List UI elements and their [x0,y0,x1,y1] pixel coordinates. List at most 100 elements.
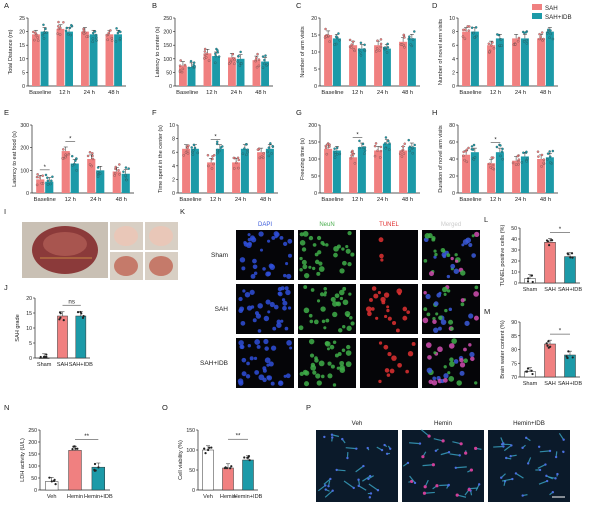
data-point [488,51,490,53]
cell-nucleus [435,450,437,452]
data-point [546,239,548,241]
cell-nucleus [362,465,364,467]
cell-nucleus [252,259,257,264]
cell-nucleus [343,299,349,305]
cell-nucleus [253,318,257,322]
panel-letter-E: E [4,108,9,117]
y-axis-label: Freezing time (s) [300,138,306,180]
data-point [47,183,49,185]
cell-nucleus [337,367,340,370]
y-tick-label: 100 [163,57,172,63]
cell-nucleus [379,254,384,259]
bar [76,316,86,358]
data-point [46,177,48,179]
x-tick-label: 24 h [515,197,526,203]
y-tick-label: 4 [172,164,175,170]
y-tick-label: 75 [511,361,517,367]
data-point [492,164,494,166]
data-point [217,51,219,53]
cell-nucleus [423,318,429,324]
y-tick-label: 0 [172,191,175,197]
data-point [214,53,216,55]
cell-nucleus [444,309,447,312]
data-point [203,57,205,59]
cell-nucleus [264,346,268,350]
y-axis-label: Number of arm visits [300,26,306,77]
data-point [540,165,542,167]
cell-nucleus [269,264,274,269]
data-point [207,154,209,156]
data-point [237,157,239,159]
cell-nucleus [299,257,302,260]
bar [324,149,332,193]
legend-swatch [532,13,542,19]
data-point [401,43,403,45]
cell-nucleus [538,446,540,448]
cell-nucleus [434,301,439,306]
cell-nucleus [333,246,339,252]
y-tick-label: 30 [511,248,517,254]
data-point [33,39,35,41]
data-point [125,179,127,181]
cell-nucleus [472,234,475,237]
cell-nucleus [443,378,448,383]
data-point [326,143,328,145]
data-point [492,168,494,170]
y-tick-label: 85 [511,334,517,340]
x-tick-label: 48 h [108,90,119,96]
micrograph-tile [360,230,418,280]
pi-positive-cell [474,447,477,450]
data-point [549,150,551,152]
cell-nucleus [386,309,389,312]
data-point [128,168,130,170]
cell-nucleus [402,316,407,321]
cell-nucleus [369,298,373,302]
data-point [107,39,109,41]
cell-nucleus [379,237,384,242]
y-tick-label: 300 [20,123,29,129]
cell-nucleus [367,447,369,449]
data-point [115,27,117,29]
cell-nucleus [398,292,401,295]
cell-nucleus [349,316,353,320]
data-point [551,239,553,241]
cell-nucleus [254,339,260,345]
data-point [83,33,85,35]
data-point [245,154,247,156]
cell-nucleus [302,247,306,251]
y-tick-label: 10 [311,50,317,56]
x-tick-label: 12 h [490,197,501,203]
data-point [353,48,355,50]
data-point [521,161,523,163]
data-point [245,143,247,145]
cell-nucleus [315,260,319,264]
cell-nucleus [461,303,465,307]
data-point [187,152,189,154]
data-point [65,156,67,158]
data-point [190,60,192,62]
data-point [526,42,528,44]
data-point [114,174,116,176]
cell-nucleus [245,292,250,297]
panel-letter-D: D [432,1,438,10]
data-point [543,159,545,161]
cell-nucleus [350,321,354,325]
panel-letter-B: B [152,1,157,10]
y-axis-label: SAH grade [15,314,21,341]
cell-nucleus [341,438,343,440]
data-point [95,34,97,36]
cell-nucleus [348,293,351,296]
data-point [518,37,520,39]
cell-nucleus [299,325,304,330]
data-point [214,62,216,64]
data-point [66,27,68,29]
cell-nucleus [267,375,272,380]
data-point [186,150,188,152]
data-point [412,146,414,148]
data-point [380,150,382,152]
cell-nucleus [267,310,270,313]
y-tick-label: 0 [192,488,195,494]
data-point [471,145,473,147]
data-point [67,33,69,35]
